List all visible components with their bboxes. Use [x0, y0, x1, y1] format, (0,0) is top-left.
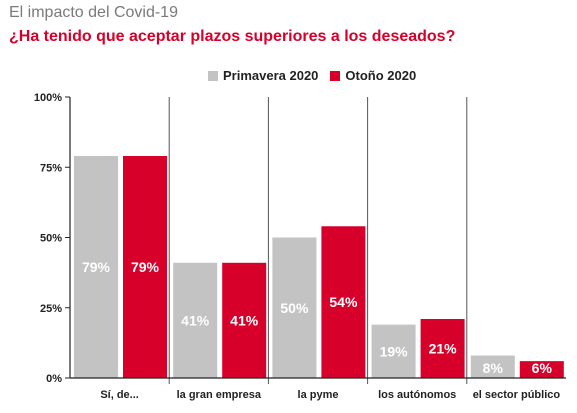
chart-subtitle: ¿Ha tenido que aceptar plazos superiores… [9, 28, 456, 45]
bar [519, 361, 564, 378]
legend-label-primavera: Primavera 2020 [223, 68, 319, 83]
bar-value-label: 8% [483, 360, 504, 376]
bar [74, 156, 118, 378]
bar [470, 355, 515, 378]
bar-value-label: 19% [380, 343, 409, 359]
legend: Primavera 2020 Otoño 2020 [208, 68, 428, 83]
legend-swatch-primavera [208, 70, 218, 81]
bar [173, 262, 218, 378]
bar-value-label: 79% [131, 259, 160, 275]
x-tick-label: la pyme [298, 389, 339, 401]
y-tick-label: 100% [34, 92, 62, 104]
x-tick-label: Sí, de... [100, 389, 139, 401]
x-tick-label: la gran empresa [177, 389, 262, 401]
y-tick-label: 50% [40, 233, 62, 245]
legend-item-primavera: Primavera 2020 [208, 68, 318, 83]
y-tick-label: 25% [40, 303, 62, 315]
bar [321, 226, 366, 378]
bar [123, 156, 167, 378]
bar [420, 318, 465, 378]
legend-item-otono: Otoño 2020 [330, 68, 416, 83]
x-tick-label: los autónomos [378, 389, 456, 401]
bar-value-label: 6% [532, 360, 553, 376]
chart-title: El impacto del Covid-19 [9, 4, 178, 21]
bar-value-label: 41% [230, 312, 259, 328]
bar [371, 324, 416, 378]
bar-value-label: 79% [82, 259, 111, 275]
y-tick-label: 75% [40, 162, 62, 174]
bar [272, 237, 317, 378]
bar [222, 262, 267, 378]
bar-value-label: 21% [429, 340, 458, 356]
bar-value-label: 50% [280, 300, 309, 316]
x-tick-label: el sector público [473, 389, 561, 401]
legend-label-otono: Otoño 2020 [345, 68, 417, 83]
y-tick-label: 0% [46, 373, 62, 385]
bar-value-label: 41% [181, 312, 210, 328]
legend-swatch-otono [330, 70, 341, 81]
bar-value-label: 54% [329, 294, 358, 310]
